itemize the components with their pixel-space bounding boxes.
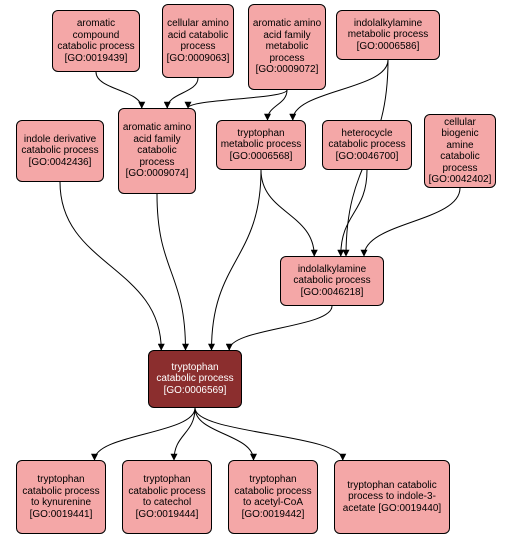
edge-go0042436-go0006569 [60,182,161,350]
node-go0009063[interactable]: cellular amino acid catabolic process [G… [162,4,234,78]
node-go0006568[interactable]: tryptophan metabolic process [GO:0006568… [216,120,306,170]
edge-go0006569-go0019440 [195,408,343,460]
node-go0042436[interactable]: indole derivative catabolic process [GO:… [16,120,104,182]
node-go0019444[interactable]: tryptophan catabolic process to catechol… [122,460,212,534]
edge-go0042402-go0046218 [364,188,460,256]
node-go0019440[interactable]: tryptophan catabolic process to indole-3… [334,460,450,534]
edge-go0009063-go0009074 [167,78,198,108]
edge-go0009072-go0006568 [268,90,288,120]
edge-go0009074-go0006569 [157,194,186,350]
edge-go0006568-go0006569 [212,170,262,350]
edge-go0006568-go0046218 [261,170,314,256]
edge-go0019439-go0009074 [96,72,142,108]
edge-go0009072-go0009074 [188,90,287,108]
edge-go0006569-go0019441 [95,408,196,460]
node-go0046218[interactable]: indolalkylamine catabolic process [GO:00… [280,256,384,306]
node-go0019442[interactable]: tryptophan catabolic process to acetyl-C… [228,460,318,534]
node-go0046700[interactable]: heterocycle catabolic process [GO:004670… [322,120,412,170]
edge-go0006569-go0019444 [174,408,195,460]
edge-go0006569-go0019442 [195,408,254,460]
edge-go0046700-go0046218 [341,170,367,256]
node-go0006569[interactable]: tryptophan catabolic process [GO:0006569… [148,350,242,408]
node-go0042402[interactable]: cellular biogenic amine catabolic proces… [424,114,496,188]
node-go0009072[interactable]: aromatic amino acid family metabolic pro… [248,4,326,90]
node-go0009074[interactable]: aromatic amino acid family catabolic pro… [118,108,196,194]
node-go0006586[interactable]: indolalkylamine metabolic process [GO:00… [336,10,440,60]
node-go0019439[interactable]: aromatic compound catabolic process [GO:… [52,10,140,72]
node-go0019441[interactable]: tryptophan catabolic process to kynureni… [16,460,106,534]
edge-go0046218-go0006569 [229,306,332,350]
go-ontology-diagram: aromatic compound catabolic process [GO:… [0,0,507,558]
